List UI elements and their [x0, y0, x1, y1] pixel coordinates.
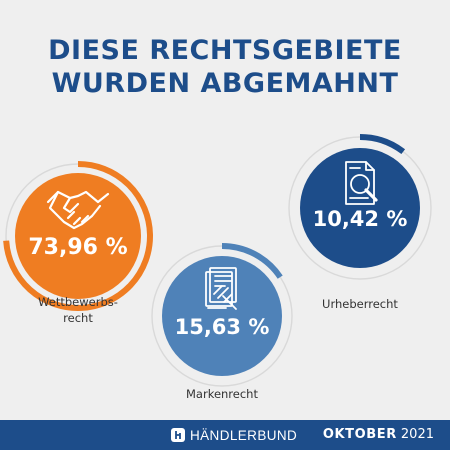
- category-label-urheberrecht: Urheberrecht: [300, 296, 420, 312]
- page-title: DIESE RECHTSGEBIETE WURDEN ABGEMAHNT: [0, 34, 450, 100]
- contract-gavel-icon: [205, 267, 237, 310]
- category-label-line: Urheberrecht: [322, 297, 398, 311]
- value-arc-wettbewerbsrecht: [3, 161, 153, 311]
- value-arc-urheberrecht: [359, 134, 406, 155]
- report-year: 2021: [400, 427, 434, 442]
- value-disc-urheberrecht: [300, 148, 420, 268]
- value-disc-wettbewerbsrecht: [15, 173, 141, 299]
- value-label-markenrecht: 15,63 %: [175, 315, 270, 339]
- title-line-2: WURDEN ABGEMAHNT: [51, 68, 399, 99]
- report-month: OKTOBER: [322, 427, 397, 442]
- category-label-line: recht: [63, 311, 93, 325]
- category-label-markenrecht: Markenrecht: [162, 386, 282, 402]
- haendlerbund-logo-icon: [171, 428, 185, 442]
- category-label-wettbewerbsrecht: Wettbewerbs-recht: [18, 294, 138, 326]
- category-label-line: Wettbewerbs-: [38, 295, 118, 309]
- value-arc-markenrecht: [221, 243, 283, 279]
- category-label-line: Markenrecht: [186, 387, 258, 401]
- value-label-urheberrecht: 10,42 %: [313, 207, 408, 231]
- value-label-wettbewerbsrecht: 73,96 %: [28, 235, 127, 260]
- handshake-icon: [46, 190, 110, 230]
- document-search-icon: [345, 161, 378, 205]
- donut-chart: 73,96 % 15,63 % 10,42 %: [3, 134, 432, 387]
- report-date: OKTOBER 2021: [323, 427, 434, 442]
- footer-bar: HÄNDLERBUND OKTOBER 2021: [0, 420, 450, 450]
- value-disc-markenrecht: [162, 256, 282, 376]
- brand: HÄNDLERBUND: [171, 426, 297, 444]
- brand-name: HÄNDLERBUND: [190, 427, 298, 443]
- title-line-1: DIESE RECHTSGEBIETE: [48, 35, 402, 66]
